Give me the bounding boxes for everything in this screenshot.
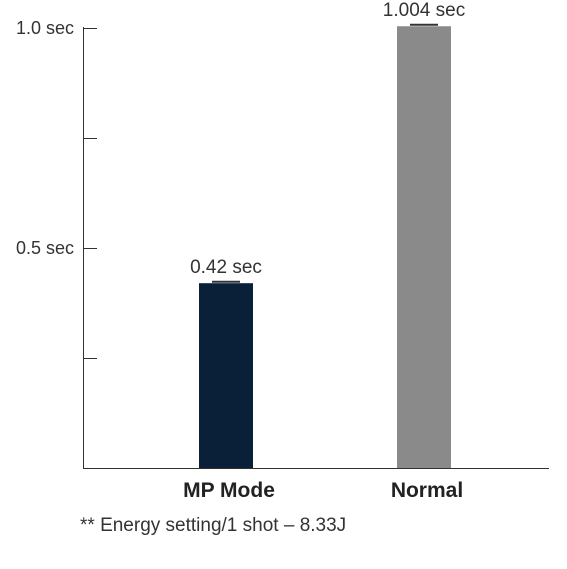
data-label: 0.42 sec bbox=[190, 257, 262, 278]
bar-mp-mode bbox=[199, 283, 253, 468]
axes bbox=[83, 27, 549, 469]
category-label: Normal bbox=[391, 479, 463, 502]
y-tick-label: 1.0 sec bbox=[16, 18, 74, 38]
y-tick-label: 0.5 sec bbox=[16, 238, 74, 258]
bar-normal bbox=[397, 26, 451, 469]
category-label: MP Mode bbox=[183, 479, 275, 502]
bars bbox=[199, 23, 451, 469]
category-labels: MP Mode Normal bbox=[183, 479, 463, 502]
footnote: ** Energy setting/1 shot – 8.33J bbox=[80, 515, 347, 536]
data-labels: 0.42 sec 1.004 sec bbox=[190, 0, 465, 278]
y-ticks: 1.0 sec 0.5 sec bbox=[16, 18, 97, 359]
data-label: 1.004 sec bbox=[383, 0, 465, 21]
